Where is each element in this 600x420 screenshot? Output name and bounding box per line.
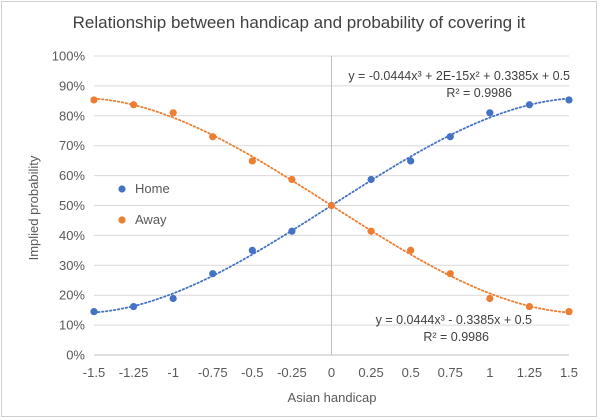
trendline-equation-away: y = 0.0444x³ - 0.3385x + 0.5 xyxy=(376,313,532,327)
legend: Home Away xyxy=(118,181,170,227)
trendline-r2-home: R² = 0.9986 xyxy=(446,86,512,100)
x-tick-label: 1.5 xyxy=(560,365,578,380)
data-point-away xyxy=(248,157,256,165)
y-tick-label: 40% xyxy=(59,228,85,243)
data-point-home xyxy=(90,308,98,316)
data-point-home xyxy=(565,96,573,104)
y-tick-label: 10% xyxy=(59,318,85,333)
y-tick-label: 50% xyxy=(59,198,85,213)
x-tick-label: 0.25 xyxy=(358,365,383,380)
data-point-home xyxy=(367,175,375,184)
data-point-home xyxy=(486,109,494,117)
data-point-away xyxy=(129,101,138,109)
y-tick-label: 0% xyxy=(66,348,85,363)
x-tick-label: -0.25 xyxy=(277,365,307,380)
data-point-away xyxy=(288,175,296,184)
trendline-equations: y = -0.0444x³ + 2E-15x² + 0.3385x + 0.5 R… xyxy=(348,69,570,344)
data-point-home xyxy=(407,157,415,165)
data-point-away xyxy=(90,96,98,104)
x-tick-label: 1.25 xyxy=(517,365,542,380)
legend-marker-away xyxy=(118,216,126,224)
x-tick-label: -1.25 xyxy=(119,365,149,380)
data-point-away xyxy=(565,308,573,316)
data-point-away xyxy=(446,270,454,278)
x-tick-label: -1.5 xyxy=(83,365,105,380)
data-point-home xyxy=(248,246,256,254)
data-point-away xyxy=(327,201,336,210)
chart-title: Relationship between handicap and probab… xyxy=(73,13,526,32)
x-tick-label: -1 xyxy=(167,365,179,380)
x-tick-label: 0.5 xyxy=(402,365,420,380)
x-tick-label: -0.75 xyxy=(198,365,228,380)
legend-label-away: Away xyxy=(135,212,167,227)
x-tick-label: -0.5 xyxy=(241,365,263,380)
data-points xyxy=(90,96,573,316)
data-point-home xyxy=(169,294,177,303)
tick-labels: 0% 10% 20% 30% 40% 50% 60% 70% 80% 90% 100% -1.5 -1.… xyxy=(52,49,578,381)
data-point-away xyxy=(367,227,375,235)
x-axis-title: Asian handicap xyxy=(288,390,377,405)
y-tick-label: 30% xyxy=(59,258,85,273)
data-point-home xyxy=(446,133,454,141)
y-axis-title: Implied probability xyxy=(26,155,41,260)
y-tick-label: 80% xyxy=(59,108,85,123)
x-tick-label: 0.75 xyxy=(438,365,463,380)
data-point-home xyxy=(288,227,296,235)
data-point-away xyxy=(169,109,177,117)
x-tick-label: 0 xyxy=(328,365,335,380)
trendline-equation-home: y = -0.0444x³ + 2E-15x² + 0.3385x + 0.5 xyxy=(348,69,570,83)
data-point-away xyxy=(486,294,494,303)
data-point-home xyxy=(209,270,217,278)
y-tick-label: 90% xyxy=(59,78,85,93)
legend-marker-home xyxy=(118,185,126,193)
y-tick-label: 100% xyxy=(52,49,86,64)
data-point-home xyxy=(525,101,534,109)
y-tick-label: 20% xyxy=(59,288,85,303)
x-tick-label: 1 xyxy=(486,365,493,380)
y-tick-label: 60% xyxy=(59,168,85,183)
data-point-away xyxy=(525,302,534,311)
y-tick-label: 70% xyxy=(59,138,85,153)
legend-label-home: Home xyxy=(135,181,170,196)
trendline-r2-away: R² = 0.9986 xyxy=(423,330,489,344)
data-point-home xyxy=(129,302,138,311)
data-point-away xyxy=(407,246,415,254)
data-point-away xyxy=(209,133,217,141)
